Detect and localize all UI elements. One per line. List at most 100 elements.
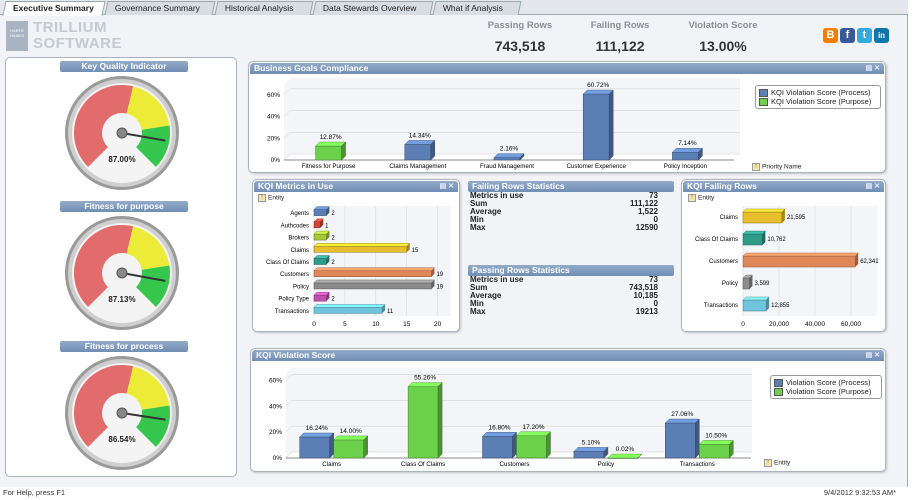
stat-key: Max: [470, 307, 486, 316]
failing-rows-statistics: Failing Rows Statistics Metrics in use 73…: [468, 181, 674, 232]
tab-what-if-analysis[interactable]: What if Analysis: [432, 1, 522, 15]
tab-label: Historical Analysis: [224, 3, 294, 13]
tab-label: Governance Summary: [114, 3, 200, 13]
gridline-diag: [283, 110, 291, 117]
bar-top: [582, 89, 614, 95]
hbar-top: [313, 243, 411, 247]
stat-row: Min 0: [468, 300, 674, 308]
tab-bar: Executive Summary Governance Summary His…: [0, 0, 908, 16]
panel-controls-icon[interactable]: ▤ ✕: [865, 65, 880, 72]
hbar: [313, 221, 321, 229]
stat-value: 0: [653, 299, 658, 308]
data-label: 0.02%: [616, 446, 635, 453]
x-tick-label: Customers: [500, 461, 530, 468]
hbar-top: [313, 304, 386, 308]
y-tick-label: Policy: [722, 281, 738, 287]
gauge-purpose: 87.13%: [65, 216, 179, 330]
linkedin-icon[interactable]: in: [874, 28, 889, 43]
y-tick-label: 20%: [267, 135, 280, 142]
panel-controls-icon[interactable]: ▤ ✕: [865, 352, 880, 359]
stat-key: Min: [470, 299, 484, 308]
drill-up-icon[interactable]: ↑: [688, 194, 696, 202]
bar: [315, 145, 342, 161]
hbar: [313, 282, 432, 290]
kpi-value: 743,518: [494, 38, 546, 54]
gauge-green-zone: [134, 265, 170, 307]
stat-row: Metrics in use 73: [468, 276, 674, 284]
tab-executive-summary[interactable]: Executive Summary: [2, 1, 106, 16]
gauge-needle: [121, 272, 166, 282]
stat-value: 73: [649, 275, 658, 284]
violation-legend: Violation Score (Process) Violation Scor…: [770, 375, 882, 399]
data-label: 2: [331, 297, 335, 303]
x-tick-label: 60,000: [841, 321, 861, 328]
y-tick-label: 20%: [269, 429, 282, 436]
stat-value: 111,122: [629, 199, 658, 208]
x-tick-label: 40,000: [805, 321, 825, 328]
facebook-icon[interactable]: f: [840, 28, 855, 43]
kpi-value: 111,122: [595, 38, 645, 54]
hbar-side: [320, 218, 324, 228]
tab-governance-summary[interactable]: Governance Summary: [104, 1, 216, 15]
y-tick-label: Authcodes: [281, 223, 309, 229]
entity-dimension[interactable]: ↑ Entity: [688, 194, 714, 202]
gauge-hub: [116, 127, 128, 139]
panel-controls-icon[interactable]: ▤ ✕: [439, 183, 454, 190]
stat-key: Average: [470, 207, 502, 216]
drill-up-icon[interactable]: ↑: [752, 163, 760, 171]
entity-dimension[interactable]: ↑ Entity: [258, 194, 284, 202]
bar-top: [664, 418, 700, 424]
plot-background: [314, 206, 450, 316]
stat-value: 1,522: [637, 207, 658, 216]
bar: [333, 439, 364, 459]
stat-row: Max 19213: [468, 308, 674, 316]
gauge-hub: [116, 407, 128, 419]
drill-up-icon[interactable]: ↑: [764, 459, 772, 467]
data-label: 7.14%: [678, 140, 697, 147]
data-label: 27.06%: [671, 411, 693, 418]
hbar-top: [742, 208, 786, 213]
data-label: 10.50%: [705, 432, 727, 439]
legend-swatch: [759, 98, 768, 107]
blogger-icon[interactable]: B: [823, 28, 838, 43]
gauge-yellow-zone: [126, 366, 170, 411]
hbar-top: [742, 252, 859, 257]
twitter-icon[interactable]: t: [857, 28, 872, 43]
legend-item-process: KQI Violation Score (Process): [759, 88, 877, 98]
data-label: 19: [436, 272, 443, 278]
x-tick-label: Transactions: [680, 461, 715, 468]
stat-value: 19213: [635, 307, 658, 316]
kpi-label: Failing Rows: [590, 20, 650, 31]
bar-side: [512, 431, 517, 459]
tab-label: What if Analysis: [442, 3, 503, 13]
stat-title: Passing Rows Statistics: [468, 265, 674, 276]
bar: [516, 435, 547, 459]
logo-badge: HARTE HANKS: [6, 21, 28, 51]
hbar: [313, 246, 407, 253]
x-tick-label: 20: [434, 321, 442, 328]
hbar-top: [313, 279, 435, 284]
stat-key: Average: [470, 291, 502, 300]
bar-top: [299, 432, 335, 438]
bar-side: [695, 418, 700, 459]
entity-dimension[interactable]: ↑ Entity: [764, 459, 790, 467]
data-label: 62,341: [860, 259, 879, 265]
drill-up-icon[interactable]: ↑: [258, 194, 266, 202]
bar: [493, 157, 521, 161]
panel-controls-icon[interactable]: ▤ ✕: [865, 183, 880, 190]
tab-data-stewards-overview[interactable]: Data Stewards Overview: [312, 1, 434, 15]
tab-historical-analysis[interactable]: Historical Analysis: [214, 1, 314, 15]
priority-name-dimension[interactable]: ↑ Priority Name: [752, 163, 801, 171]
kpi-failing-rows: Failing Rows 111,122: [565, 20, 675, 54]
hbar-top: [313, 206, 330, 210]
hbar-side: [406, 243, 410, 253]
hbar-top: [313, 267, 435, 271]
stat-rows: Metrics in use 73 Sum 743,518 Average 10,185 M…: [468, 276, 674, 316]
y-tick-label: Claims: [291, 248, 309, 254]
x-tick-label: 5: [343, 321, 347, 328]
x-tick-label: 0: [312, 321, 316, 328]
business-goals-legend: KQI Violation Score (Process) KQI Violat…: [755, 85, 881, 109]
y-tick-label: Transactions: [704, 303, 738, 309]
kpi-violation-score: Violation Score 13.00%: [668, 20, 778, 54]
stat-value: 12590: [635, 223, 658, 232]
